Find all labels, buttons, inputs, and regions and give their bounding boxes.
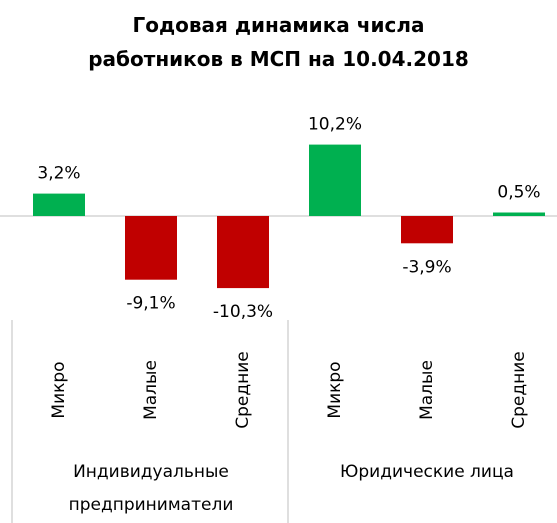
value-label: 0,5% <box>497 183 540 203</box>
category-label: Средние <box>233 351 253 429</box>
value-label: -3,9% <box>402 257 451 277</box>
bar <box>33 193 85 216</box>
bar <box>401 216 453 244</box>
bar <box>309 144 361 216</box>
category-label: Малые <box>141 360 161 420</box>
chart-title: Годовая динамика числа работников в МСП … <box>88 13 469 71</box>
bar <box>217 216 269 289</box>
group-label: Юридические лица <box>340 462 514 482</box>
category-label: Микро <box>49 361 69 418</box>
value-label: -9,1% <box>126 294 175 314</box>
group-label: Индивидуальные предприниматели <box>68 462 234 515</box>
bar <box>493 212 545 216</box>
value-label: 10,2% <box>308 115 362 135</box>
category-label: Малые <box>417 360 437 420</box>
category-label: Микро <box>325 361 345 418</box>
value-label: 3,2% <box>37 164 80 184</box>
value-label: -10,3% <box>213 302 273 322</box>
bar <box>125 216 177 280</box>
category-label: Средние <box>509 351 529 429</box>
